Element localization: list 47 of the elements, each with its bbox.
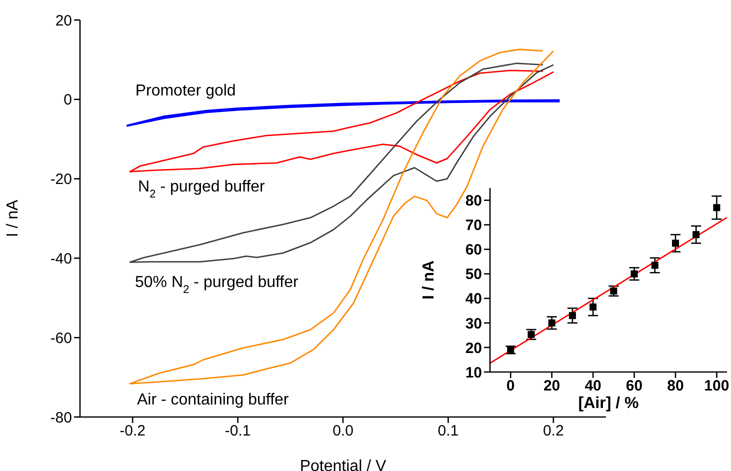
point xyxy=(568,312,576,320)
point xyxy=(528,330,535,338)
point xyxy=(507,346,514,354)
x-tick-label: 0.1 xyxy=(438,422,459,440)
point xyxy=(548,319,556,326)
point xyxy=(610,288,618,295)
x-tick-label: 0 xyxy=(506,378,515,395)
series-label: N$_{2}$ - purged buffer xyxy=(138,178,266,201)
y-tick-label: 60 xyxy=(465,242,482,259)
y-tick-label: 10 xyxy=(465,364,482,382)
y-tick-label: 20 xyxy=(465,340,482,357)
y-tick-label: 40 xyxy=(465,290,482,308)
x-tick-label: -0.2 xyxy=(120,422,146,440)
point xyxy=(590,303,597,310)
x-tick-label: 60 xyxy=(626,378,643,395)
point xyxy=(630,270,638,278)
y-tick-label: 70 xyxy=(465,217,482,234)
y-tick-label: -40 xyxy=(50,250,72,268)
x-tick-label: 0.0 xyxy=(332,422,354,440)
x-tick-label: 20 xyxy=(543,378,560,395)
x-axis-title: [Air] / % xyxy=(578,395,639,412)
x-tick-label: 100 xyxy=(704,378,730,395)
y-tick-label: 30 xyxy=(465,315,482,332)
y-tick-label: -60 xyxy=(50,330,72,347)
y-tick-label: 80 xyxy=(465,192,482,210)
y-tick-label: -20 xyxy=(50,171,72,188)
line-series xyxy=(129,70,554,172)
line-series xyxy=(129,62,554,263)
point xyxy=(651,262,658,269)
y-axis-title: I / nA xyxy=(420,260,438,300)
point xyxy=(692,231,700,238)
series-label: Air - containing buffer xyxy=(136,392,290,409)
series-label: 50% N$_{2}$ - purged buffer xyxy=(134,274,300,296)
y-tick-label: 0 xyxy=(64,92,72,109)
x-tick-label: 40 xyxy=(584,378,602,395)
x-tick-label: 80 xyxy=(667,378,684,395)
y-axis-title: I / nA xyxy=(4,200,22,238)
x-axis-title: Potential / V xyxy=(300,458,386,471)
point xyxy=(713,204,720,212)
series-label: Promoter gold xyxy=(135,82,236,100)
y-tick-label: 50 xyxy=(465,266,482,284)
x-tick-label: 0.2 xyxy=(542,422,564,440)
line-series xyxy=(126,99,561,127)
x-tick-label: -0.1 xyxy=(224,422,251,440)
y-tick-label: -80 xyxy=(50,409,72,426)
y-tick-label: 20 xyxy=(55,12,72,30)
point xyxy=(672,240,679,247)
